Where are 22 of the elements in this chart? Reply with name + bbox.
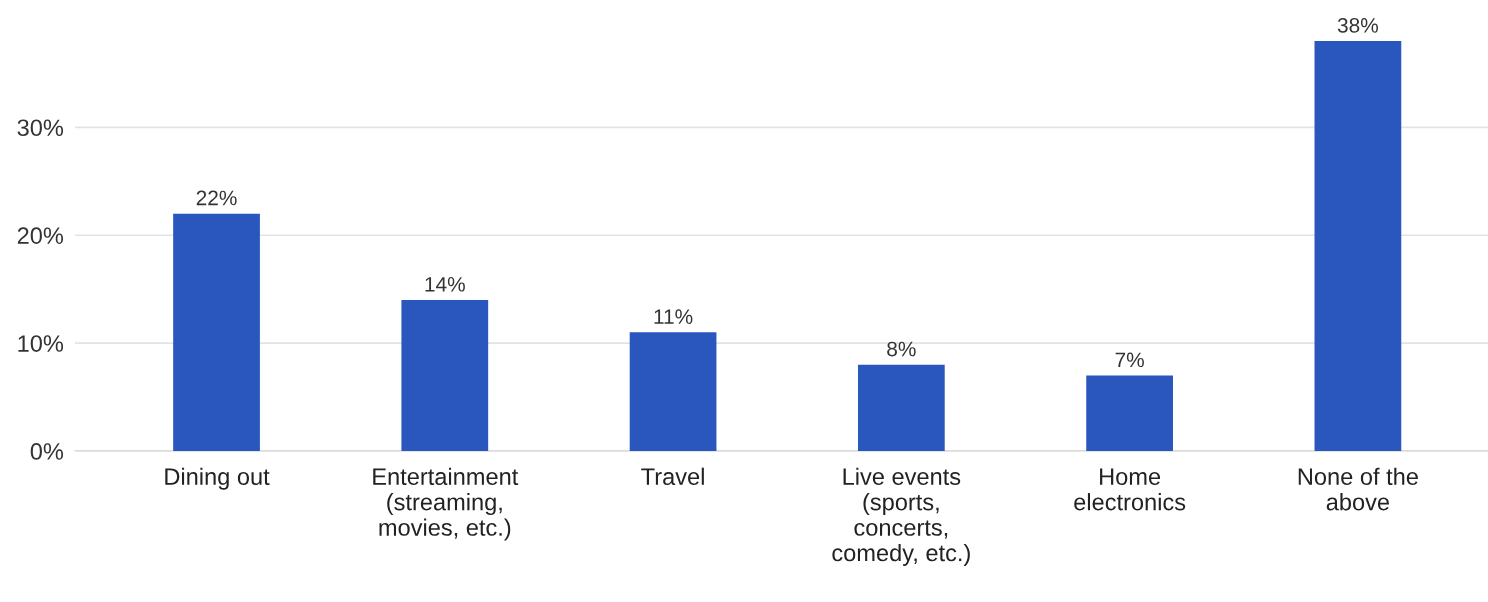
bar bbox=[1086, 375, 1173, 451]
data-label: 8% bbox=[887, 341, 916, 357]
data-label: 14% bbox=[425, 277, 465, 292]
data-label: 7% bbox=[1115, 352, 1144, 368]
data-label: 11% bbox=[654, 309, 693, 324]
y-tick-label: 30% bbox=[17, 119, 64, 137]
y-tick-label: 0% bbox=[30, 443, 64, 460]
y-tick-label: 10% bbox=[18, 335, 64, 352]
bar bbox=[629, 332, 717, 451]
x-tick-label: Travel bbox=[641, 467, 704, 486]
bar bbox=[173, 213, 260, 451]
bar bbox=[857, 364, 945, 451]
bar bbox=[401, 299, 489, 451]
data-label: 38% bbox=[1337, 17, 1378, 33]
y-tick-label: 20% bbox=[17, 227, 64, 244]
x-tick-label: None of the above bbox=[1298, 467, 1418, 511]
x-tick-label: Dining out bbox=[165, 467, 270, 490]
x-tick-label: Live events (sports, concerts, comedy, etc.) bbox=[832, 467, 970, 566]
bar bbox=[1314, 41, 1402, 451]
data-label: 22% bbox=[196, 190, 237, 206]
x-tick-label: Entertainment (streaming, movies, etc.) bbox=[373, 467, 519, 541]
x-tick-label: Home electronics bbox=[1074, 468, 1186, 511]
